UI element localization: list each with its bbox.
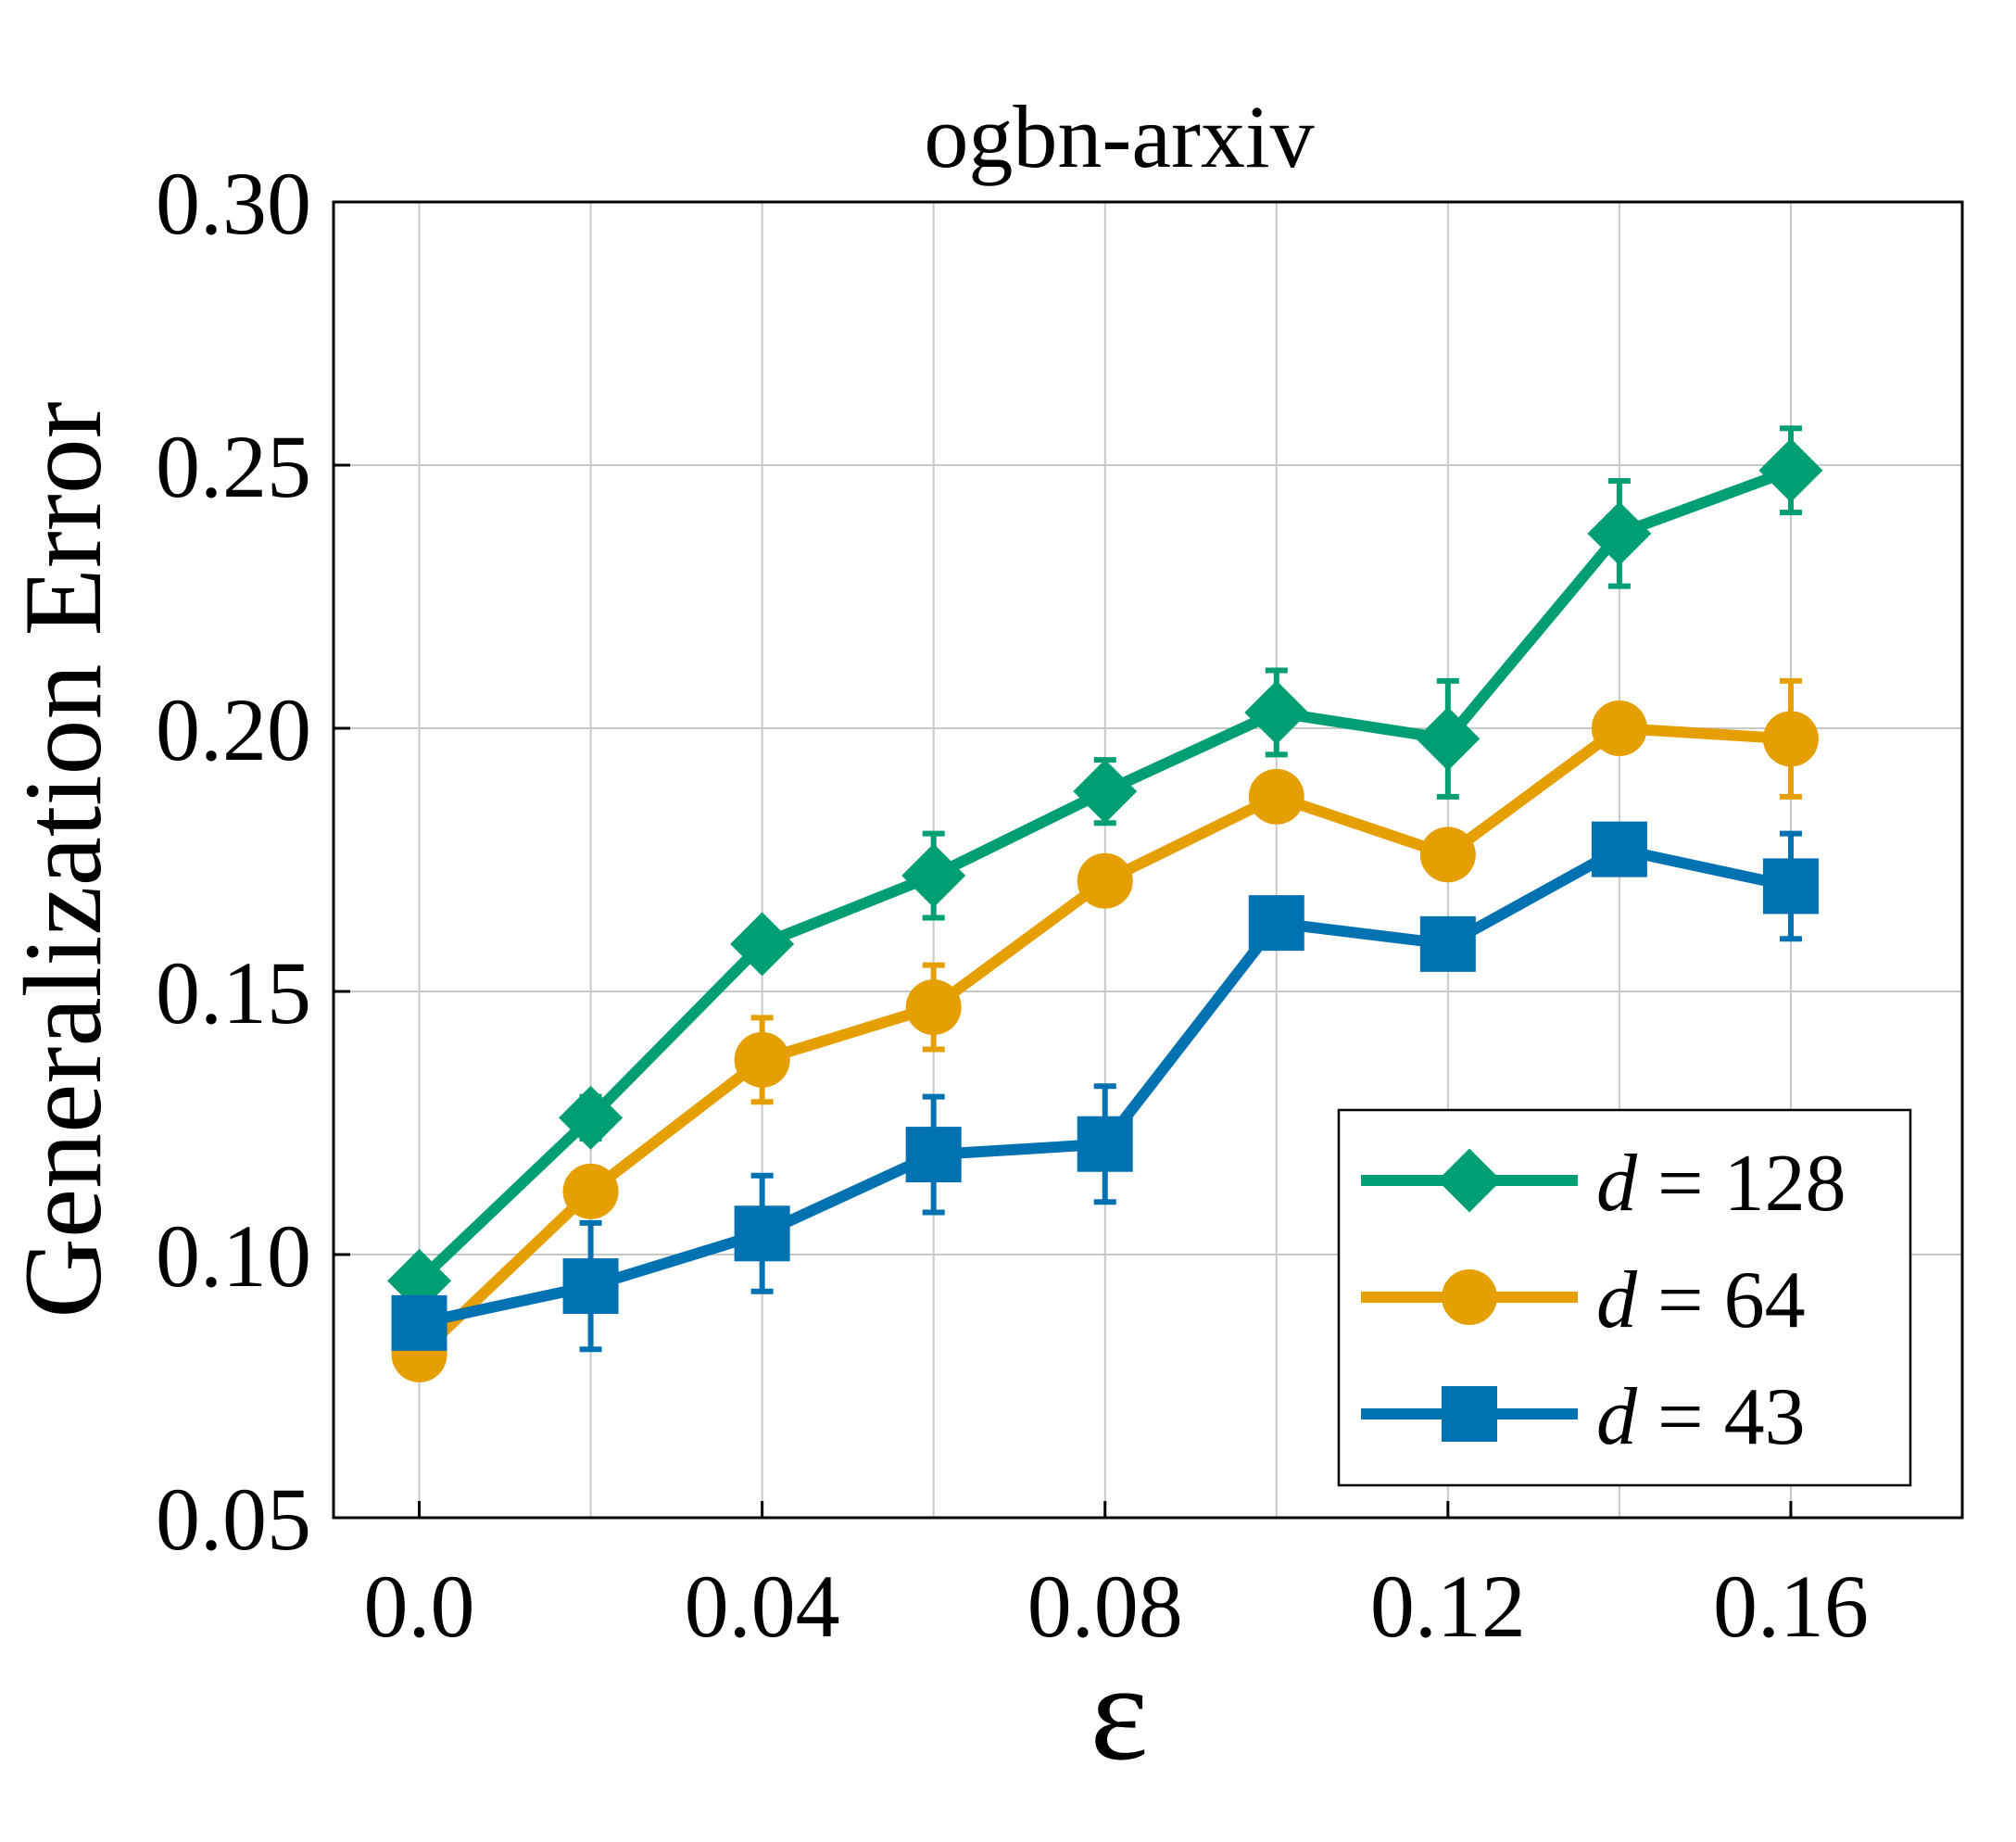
y-tick-label: 0.25 [156, 417, 311, 516]
data-point [905, 1127, 962, 1183]
data-point [1077, 852, 1133, 909]
data-point [1591, 821, 1647, 877]
y-tick-label: 0.15 [156, 943, 311, 1042]
legend-marker [1442, 1386, 1497, 1442]
legend-entry: d = 128 [1361, 1139, 1846, 1229]
legend-label: d = 128 [1596, 1139, 1846, 1229]
data-point [730, 912, 795, 977]
plot-frame [332, 200, 1964, 1520]
x-axis-label: ε [1090, 1635, 1149, 1789]
y-tick-label: 0.20 [156, 680, 311, 779]
legend-entry: d = 64 [1361, 1255, 1806, 1345]
data-point [1587, 501, 1652, 566]
x-tick-label: 0.08 [1027, 1557, 1183, 1656]
data-point [905, 979, 962, 1036]
y-tick-label: 0.30 [156, 154, 311, 253]
data-point [1416, 706, 1480, 771]
series [391, 677, 1819, 1382]
x-tick-label: 0.16 [1713, 1557, 1869, 1656]
series-layer [387, 425, 1823, 1382]
legend-label-variable: d [1596, 1255, 1638, 1345]
x-tick-label: 0.04 [685, 1557, 840, 1656]
data-point [1762, 711, 1819, 767]
x-tick-label: 0.0 [364, 1557, 475, 1656]
data-point [559, 1085, 624, 1150]
legend-label-value: = 128 [1637, 1139, 1846, 1229]
data-point [391, 1294, 447, 1351]
tick-labels: 0.0 0.04 0.08 0.12 0.16 0.05 0.10 0.15 0.20 0.25 0… [156, 154, 1869, 1656]
data-point [1419, 915, 1476, 972]
legend-label-value: = 43 [1637, 1372, 1806, 1462]
data-point [1758, 438, 1823, 503]
data-point [1244, 680, 1309, 745]
legend-label: d = 64 [1596, 1255, 1806, 1345]
data-point [1591, 700, 1647, 756]
data-point [562, 1163, 619, 1219]
data-point [1073, 759, 1138, 824]
data-point [1762, 858, 1819, 915]
data-point [1419, 826, 1476, 883]
data-point [1248, 895, 1304, 952]
legend-label-variable: d [1596, 1139, 1638, 1229]
y-axis-label: Generalization Error [1, 401, 124, 1318]
series [391, 821, 1819, 1353]
data-point [734, 1205, 790, 1262]
chart-title: ogbn-arxiv [924, 87, 1314, 186]
legend-label: d = 43 [1596, 1372, 1806, 1462]
y-tick-label: 0.05 [156, 1470, 311, 1569]
legend-label-value: = 64 [1637, 1255, 1806, 1345]
data-point [1077, 1116, 1133, 1172]
data-point [901, 843, 966, 908]
legend-marker [1442, 1269, 1497, 1325]
legend-label-variable: d [1596, 1372, 1638, 1462]
x-tick-label: 0.12 [1370, 1557, 1526, 1656]
data-point [734, 1031, 790, 1088]
data-point [562, 1258, 619, 1315]
data-point [1248, 768, 1304, 825]
legend-entry: d = 43 [1361, 1372, 1806, 1462]
legend-marker [1437, 1148, 1502, 1213]
series [387, 425, 1823, 1313]
y-tick-label: 0.10 [156, 1206, 311, 1306]
